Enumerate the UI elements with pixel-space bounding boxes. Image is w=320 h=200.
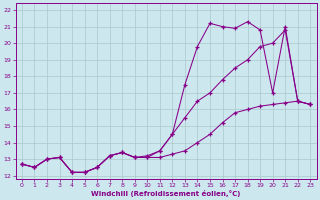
X-axis label: Windchill (Refroidissement éolien,°C): Windchill (Refroidissement éolien,°C) (92, 190, 241, 197)
